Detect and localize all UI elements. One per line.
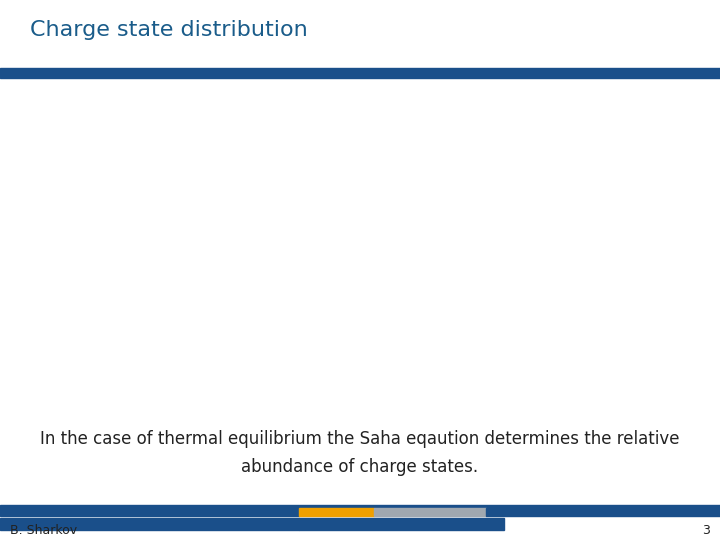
Bar (0, 68, 720, 78)
Bar (374, 508, 486, 516)
Text: In the case of thermal equilibrium the Saha eqaution determines the relative
abu: In the case of thermal equilibrium the S… (40, 430, 680, 476)
Bar (0, 505, 720, 510)
Bar (299, 518, 504, 530)
Text: B. Sharkov: B. Sharkov (10, 523, 77, 537)
Bar (0, 518, 299, 530)
Text: 3: 3 (702, 523, 710, 537)
Bar (486, 508, 720, 516)
Bar (0, 508, 299, 516)
Text: Charge state distribution: Charge state distribution (30, 20, 307, 40)
Bar (299, 508, 374, 516)
